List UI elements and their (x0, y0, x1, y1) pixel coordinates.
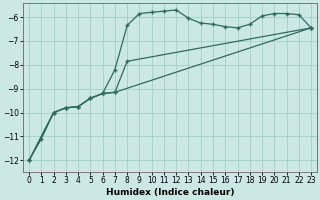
X-axis label: Humidex (Indice chaleur): Humidex (Indice chaleur) (106, 188, 234, 197)
